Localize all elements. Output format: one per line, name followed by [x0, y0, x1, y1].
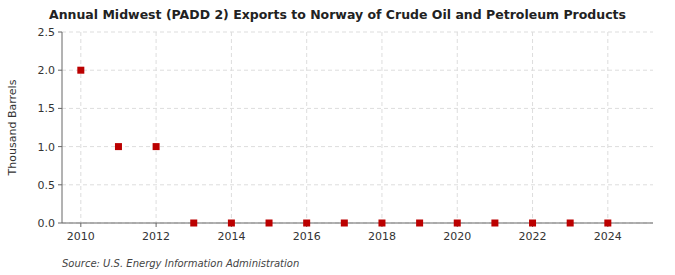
point — [228, 220, 235, 227]
y-tick — [58, 108, 62, 109]
y-tick-label: 1.0 — [38, 141, 56, 154]
y-grid-line — [62, 146, 653, 147]
x-grid-line — [607, 32, 608, 223]
y-axis-label: Thousand Barrels — [6, 79, 19, 176]
point — [567, 220, 574, 227]
point — [604, 220, 611, 227]
point — [378, 220, 385, 227]
y-grid-line — [62, 70, 653, 71]
point — [190, 220, 197, 227]
x-tick — [80, 223, 81, 227]
y-grid-line — [62, 184, 653, 185]
x-axis-line — [62, 223, 653, 224]
x-grid-line — [381, 32, 382, 223]
x-tick-label: 2016 — [293, 230, 321, 243]
point — [416, 220, 423, 227]
point — [341, 220, 348, 227]
x-tick-label: 2010 — [67, 230, 95, 243]
axes: 0.0 0.5 1.0 1.5 2.0 2.5 2010 2012 2014 2016 2018 20… — [38, 26, 654, 243]
x-tick-label: 2022 — [519, 230, 547, 243]
y-axis-line — [62, 32, 63, 223]
y-tick-label: 2.5 — [38, 26, 56, 39]
x-grid-line — [80, 32, 81, 223]
points — [77, 67, 611, 227]
point — [529, 220, 536, 227]
title: Annual Midwest (PADD 2) Exports to Norwa… — [49, 7, 626, 22]
y-tick-label: 1.5 — [38, 102, 56, 115]
x-tick-label: 2024 — [594, 230, 622, 243]
x-tick-label: 2018 — [368, 230, 396, 243]
grid — [62, 32, 653, 223]
x-grid-line — [457, 32, 458, 223]
y-tick-label: 0.0 — [38, 217, 56, 230]
point — [77, 67, 84, 74]
y-grid-line — [62, 32, 653, 33]
y-tick — [58, 32, 62, 33]
x-grid-line — [231, 32, 232, 223]
y-grid-line — [62, 108, 653, 109]
x-grid-line — [306, 32, 307, 223]
x-tick — [156, 223, 157, 227]
x-tick-label: 2012 — [142, 230, 170, 243]
y-tick — [58, 70, 62, 71]
x-tick-label: 2020 — [443, 230, 471, 243]
point — [303, 220, 310, 227]
x-grid-line — [532, 32, 533, 223]
point — [266, 220, 273, 227]
source-note: Source: U.S. Energy Information Administ… — [62, 258, 299, 269]
point — [491, 220, 498, 227]
y-tick — [58, 223, 62, 224]
y-tick-label: 2.0 — [38, 64, 56, 77]
point — [153, 143, 160, 150]
y-tick — [58, 184, 62, 185]
x-tick-label: 2014 — [217, 230, 245, 243]
point — [454, 220, 461, 227]
point — [115, 143, 122, 150]
x-grid-line — [156, 32, 157, 223]
y-tick-label: 0.5 — [38, 179, 56, 192]
chart: 0.0 0.5 1.0 1.5 2.0 2.5 2010 2012 2014 2016 2018 20… — [0, 0, 675, 275]
y-tick — [58, 146, 62, 147]
y-grid-line — [62, 223, 653, 224]
